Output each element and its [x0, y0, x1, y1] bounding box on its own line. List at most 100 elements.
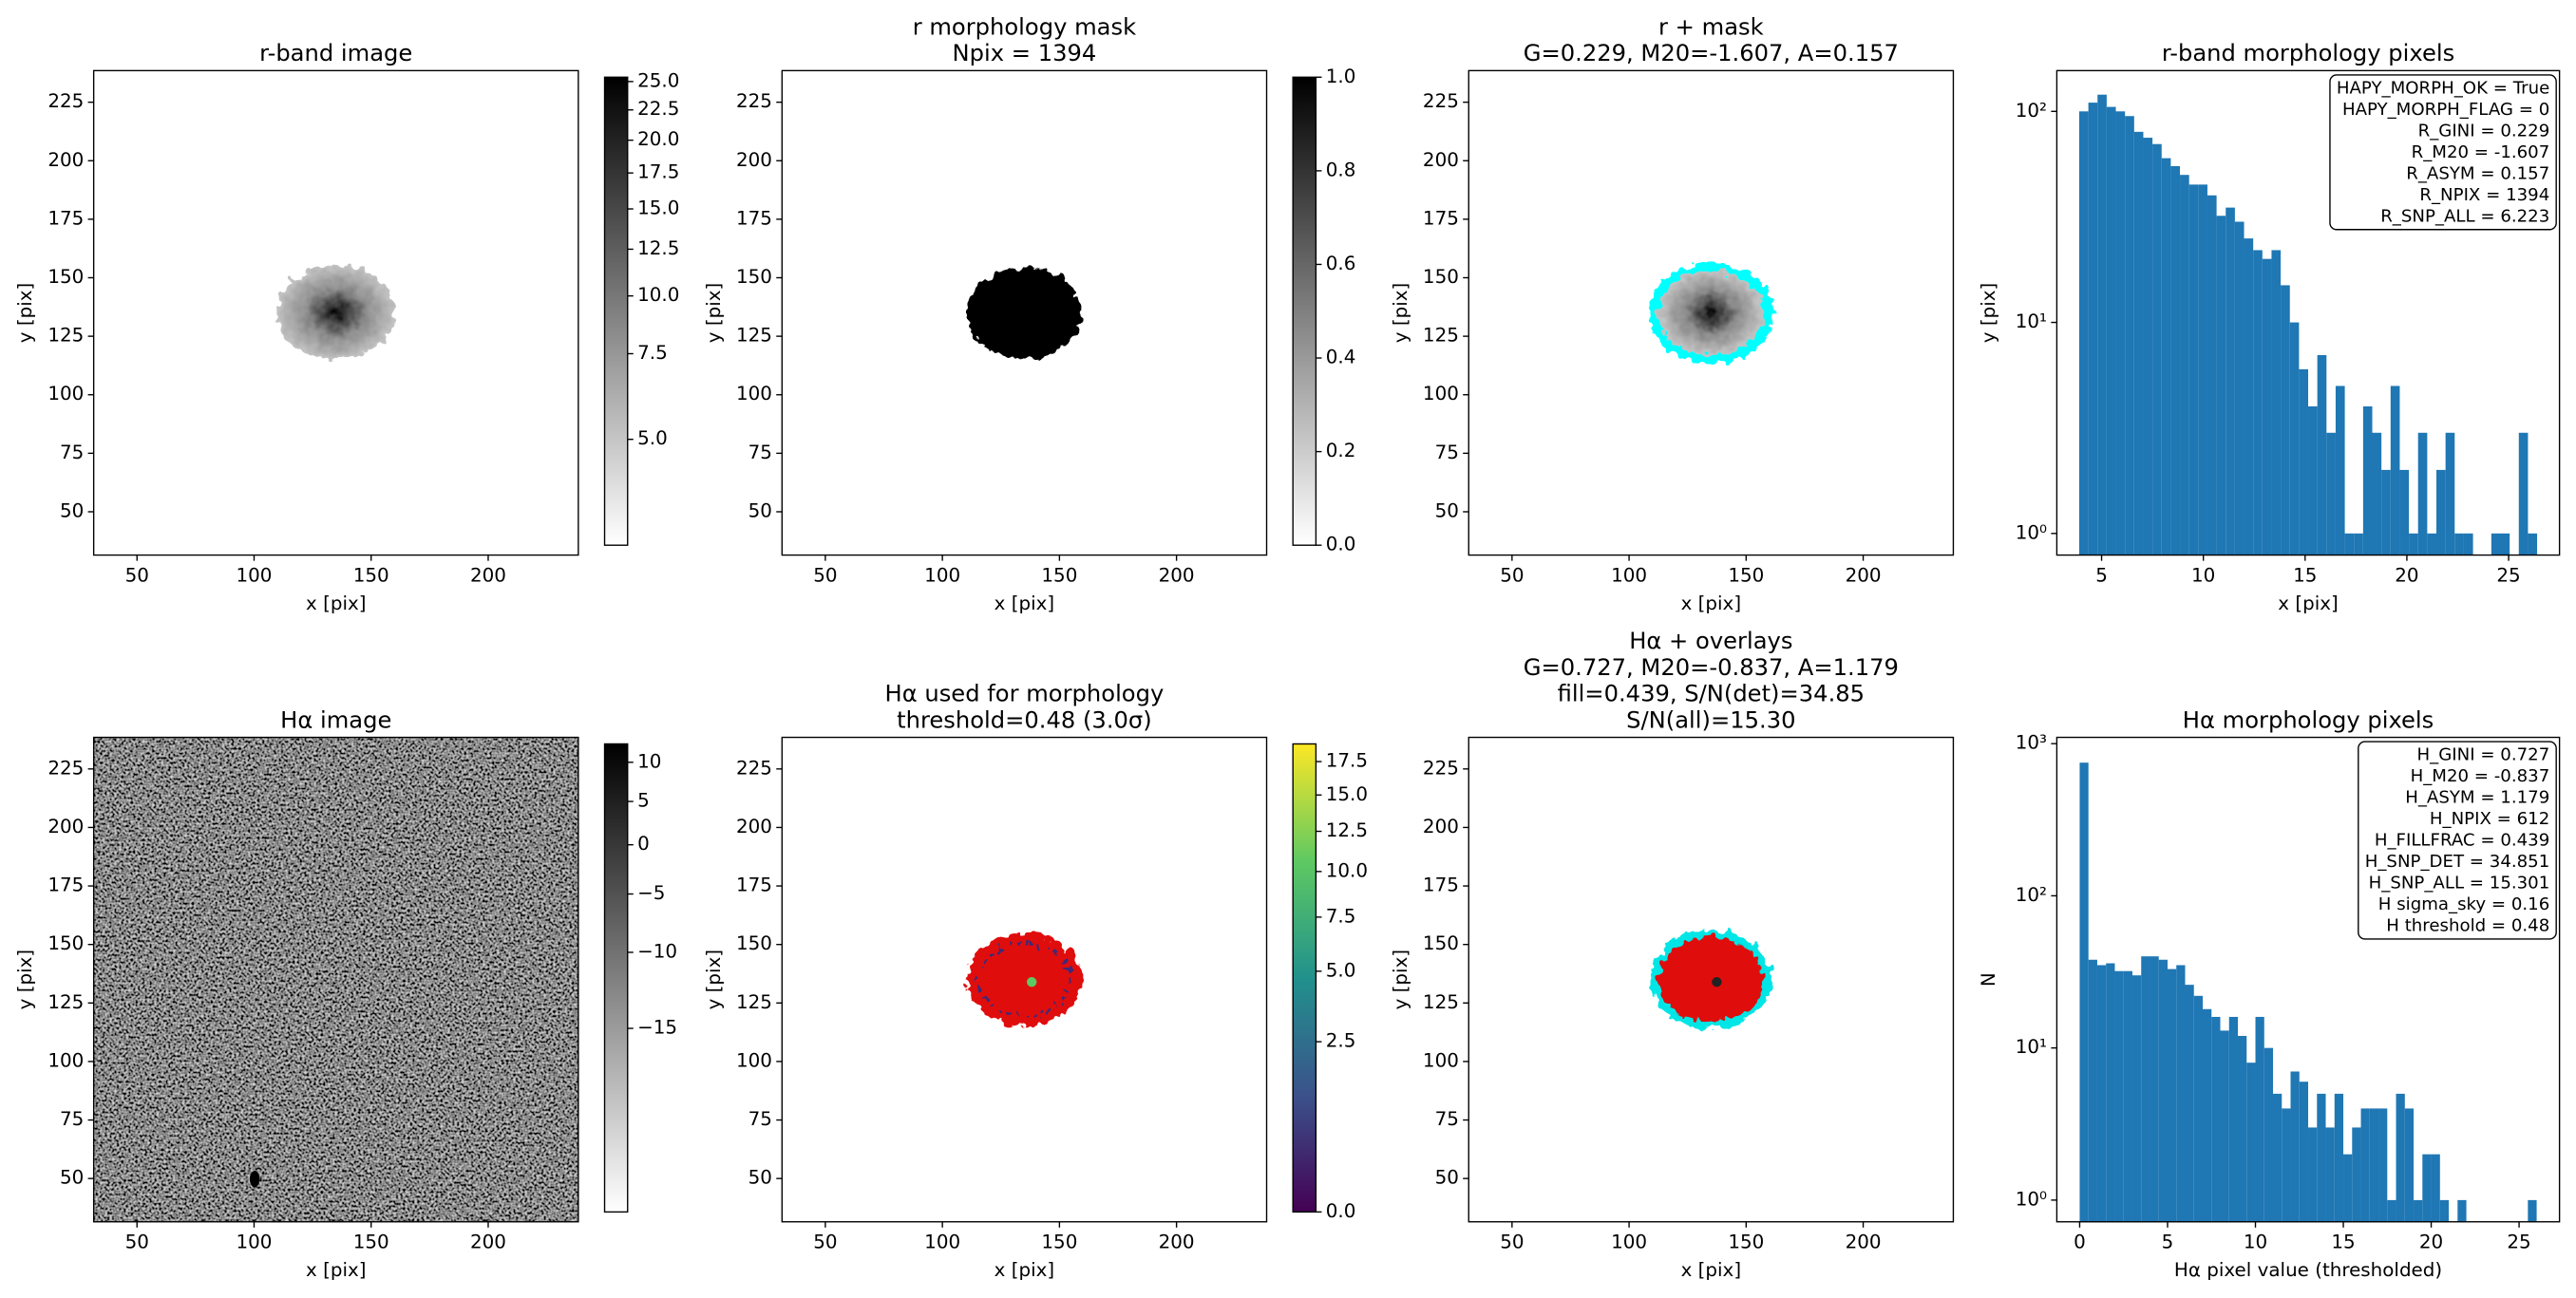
chart-title: fill=0.439, S/N(det)=34.85	[1558, 681, 1865, 707]
x-tick-label: 150	[353, 565, 389, 587]
y-tick-label: 125	[47, 991, 84, 1013]
chart-title: Npix = 1394	[953, 40, 1097, 66]
histogram-bar	[2131, 975, 2142, 1222]
x-tick-label: 150	[353, 1232, 389, 1253]
y-tick-label: 150	[47, 266, 84, 288]
histogram-bar	[2244, 238, 2254, 555]
y-tick-label: 175	[736, 207, 772, 229]
x-axis-label: x [pix]	[306, 593, 367, 614]
y-tick-label: 10⁰	[2016, 1188, 2047, 1210]
y-axis-label: y [pix]	[703, 283, 725, 344]
histogram-bar	[2372, 432, 2382, 555]
y-tick-label: 10¹	[2016, 1036, 2047, 1058]
x-tick-label: 150	[1728, 1232, 1764, 1253]
histogram-bar	[2417, 432, 2428, 555]
y-tick-label: 75	[748, 1108, 772, 1130]
y-tick-label: 225	[47, 90, 84, 112]
y-tick-label: 10⁰	[2016, 521, 2047, 543]
y-tick-label: 50	[1435, 499, 1459, 521]
annotation-line: H_SNP_ALL = 15.301	[2369, 873, 2550, 893]
histogram-bar	[2362, 406, 2373, 555]
y-tick-label: 150	[736, 266, 772, 288]
colorbar-tick-label: −5	[637, 882, 665, 904]
colorbar-tick-label: 15.0	[1326, 783, 1368, 805]
x-tick-label: 100	[1611, 565, 1647, 587]
y-axis-label: y [pix]	[1978, 283, 1999, 343]
histogram-bar	[2234, 221, 2245, 555]
x-tick-label: 100	[924, 565, 960, 587]
y-tick-label: 150	[47, 932, 84, 954]
histogram-bar	[2325, 1127, 2335, 1222]
x-tick-label: 25	[2496, 565, 2520, 587]
histogram-bar	[2381, 469, 2391, 555]
histogram-bar	[2308, 406, 2318, 555]
histogram-bar	[2273, 1093, 2282, 1222]
histogram-bar	[2238, 1035, 2247, 1222]
histogram-bar	[2246, 1063, 2256, 1222]
axes-frame	[1468, 736, 1955, 1223]
x-axis-label: Hα pixel value (thresholded)	[2174, 1259, 2442, 1281]
annotation-line: R_NPIX = 1394	[2419, 185, 2549, 205]
histogram-bar	[2299, 368, 2309, 555]
histogram-bar	[2193, 995, 2203, 1222]
histogram-bar	[2158, 959, 2168, 1222]
histogram-bar	[2097, 94, 2107, 555]
y-tick-label: 200	[736, 149, 772, 171]
y-axis-label: N	[1978, 972, 1999, 987]
x-tick-label: 10	[2191, 565, 2215, 587]
colorbar-tick-label: 7.5	[1326, 905, 1356, 927]
colorbar-tick-label: 17.5	[1326, 750, 1368, 772]
y-axis-label: y [pix]	[14, 950, 36, 1009]
annotation-line: H_ASYM = 1.179	[2405, 788, 2549, 808]
histogram-bar	[2185, 985, 2194, 1222]
colorbar-tick-label: 2.5	[1326, 1030, 1356, 1052]
histogram-bar	[2343, 1154, 2353, 1222]
histogram-bar	[2317, 1093, 2326, 1222]
histogram-bar	[2125, 116, 2134, 555]
y-tick-label: 50	[748, 1167, 772, 1189]
halpha-noise	[93, 737, 578, 1222]
histogram-bar	[2528, 1199, 2537, 1222]
histogram-bar	[2399, 469, 2410, 555]
x-tick-label: 0	[2074, 1232, 2086, 1253]
chart-title: r-band morphology pixels	[2162, 40, 2454, 66]
x-tick-label: 100	[924, 1232, 960, 1253]
colorbar	[603, 743, 629, 1213]
y-tick-label: 200	[47, 816, 84, 837]
y-tick-label: 10²	[2016, 884, 2047, 906]
y-tick-label: 75	[1435, 442, 1459, 463]
y-tick-label: 100	[47, 1049, 84, 1071]
annotation-line: H_SNP_DET = 34.851	[2365, 852, 2550, 872]
y-tick-label: 125	[1423, 991, 1459, 1013]
histogram-bar	[2326, 432, 2336, 555]
colorbar-tick-label: 5	[637, 790, 650, 812]
y-tick-label: 50	[748, 499, 772, 521]
x-tick-label: 20	[2419, 1232, 2443, 1253]
annotation-frame	[2358, 741, 2557, 940]
x-tick-label: 50	[125, 565, 149, 587]
histogram-bar	[2211, 1016, 2221, 1222]
axes-frame	[92, 69, 579, 556]
y-axis-label: y [pix]	[14, 283, 36, 344]
histogram-bar	[2106, 106, 2116, 555]
colorbar-tick-label: 5.0	[1326, 959, 1356, 981]
histogram-bar	[2202, 1008, 2212, 1222]
colorbar-tick-label: 1.0	[1326, 66, 1356, 87]
y-tick-label: 125	[736, 991, 772, 1013]
x-tick-label: 20	[2395, 565, 2418, 587]
histogram-bar	[2262, 258, 2272, 555]
annotation-line: H_NPIX = 612	[2430, 809, 2549, 829]
chart-title: G=0.229, M20=-1.607, A=0.157	[1524, 40, 1899, 66]
y-tick-label: 75	[1435, 1108, 1459, 1130]
colorbar-tick-label: 10	[637, 750, 661, 772]
y-tick-label: 75	[60, 1108, 84, 1130]
histogram-bar	[2207, 195, 2217, 555]
annotation-line: R_M20 = -1.607	[2412, 142, 2550, 162]
colorbar	[1292, 743, 1317, 1213]
colorbar-tick-label: 7.5	[637, 342, 668, 364]
histogram-bar	[2180, 175, 2189, 555]
x-axis-label: x [pix]	[1681, 593, 1742, 614]
histogram-bar	[2387, 1199, 2396, 1222]
